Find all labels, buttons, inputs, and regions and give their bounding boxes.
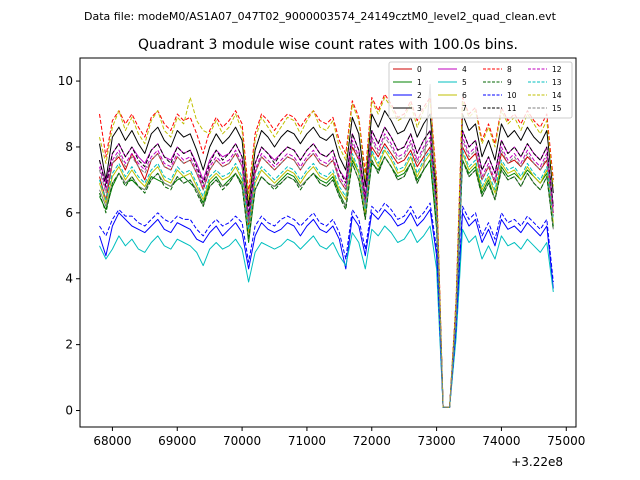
x-tick-label: 74000 xyxy=(482,434,520,448)
series-line-7 xyxy=(99,83,554,408)
x-tick-label: 71000 xyxy=(288,434,326,448)
series-lines xyxy=(99,83,554,408)
series-line-3 xyxy=(99,110,554,408)
series-line-14 xyxy=(99,97,554,408)
legend-frame xyxy=(388,61,573,119)
legend-label-4: 4 xyxy=(462,65,467,74)
legend-label-10: 10 xyxy=(507,91,517,100)
chart-title: Quadrant 3 module wise count rates with … xyxy=(138,37,518,53)
x-tick-label: 72000 xyxy=(353,434,391,448)
series-line-11 xyxy=(99,126,554,408)
legend-label-15: 15 xyxy=(552,104,562,113)
legend-label-1: 1 xyxy=(417,78,422,87)
series-line-12 xyxy=(99,133,554,408)
series-line-1 xyxy=(99,156,554,408)
figure-suptitle: Data file: modeM0/AS1A07_047T02_90000035… xyxy=(84,10,557,23)
legend-label-6: 6 xyxy=(462,91,467,100)
series-line-9 xyxy=(99,156,554,408)
y-tick-label: 8 xyxy=(65,140,73,154)
y-axis: 0 2 4 6 8 10 xyxy=(58,74,80,418)
plot-frame xyxy=(79,57,577,428)
legend-label-2: 2 xyxy=(417,91,422,100)
legend-label-3: 3 xyxy=(417,104,422,113)
y-tick-label: 6 xyxy=(65,206,73,220)
legend-label-0: 0 xyxy=(417,65,422,74)
legend-label-9: 9 xyxy=(507,78,512,87)
series-line-2 xyxy=(99,209,554,408)
x-tick-label: 68000 xyxy=(93,434,131,448)
y-tick-label: 4 xyxy=(65,272,73,286)
legend-label-14: 14 xyxy=(552,91,562,100)
x-axis: 68000 69000 70000 71000 72000 73000 74000 75000 xyxy=(93,427,585,448)
x-tick-label: 70000 xyxy=(223,434,261,448)
legend-label-8: 8 xyxy=(507,65,512,74)
legend-label-5: 5 xyxy=(462,78,467,87)
legend-label-7: 7 xyxy=(462,104,467,113)
legend-label-13: 13 xyxy=(552,78,562,87)
series-line-8 xyxy=(99,93,554,408)
series-line-5 xyxy=(99,225,554,408)
y-tick-label: 2 xyxy=(65,338,73,352)
series-line-15 xyxy=(99,136,554,408)
y-tick-label: 10 xyxy=(58,74,73,88)
series-line-13 xyxy=(99,146,554,408)
x-tick-label: 75000 xyxy=(547,434,585,448)
legend-label-11: 11 xyxy=(507,104,517,113)
x-tick-label: 73000 xyxy=(418,434,456,448)
x-offset-label: +3.22e8 xyxy=(511,455,563,469)
legend-label-12: 12 xyxy=(552,65,562,74)
series-line-10 xyxy=(99,202,554,408)
series-line-6 xyxy=(99,149,554,408)
y-tick-label: 0 xyxy=(65,404,73,418)
x-tick-label: 69000 xyxy=(158,434,196,448)
